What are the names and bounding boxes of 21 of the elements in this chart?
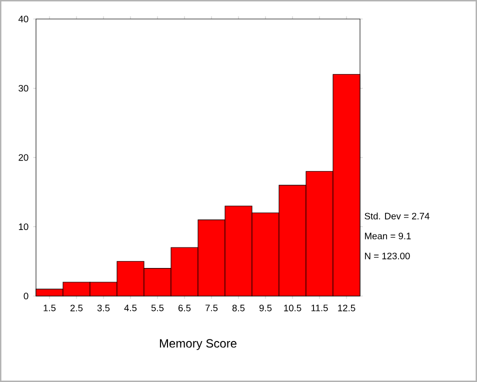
x-tick-label: 1.5 — [44, 304, 56, 312]
x-tick-label: 8.5 — [232, 304, 245, 312]
x-tick-label: 4.5 — [124, 304, 137, 312]
x-tick-label: 2.5 — [70, 304, 83, 312]
text: N = 123.00 — [365, 252, 410, 260]
y-tick-label: 0 — [24, 292, 28, 300]
y-tick-label: 10 — [18, 223, 28, 230]
x-tick-label: 5.5 — [151, 304, 164, 312]
x-tick-label: 6.5 — [178, 304, 191, 312]
x-tick-label: 3.5 — [97, 304, 110, 312]
x-tick-label: 12.5 — [338, 304, 356, 312]
y-tick-label: 20 — [18, 154, 28, 161]
y-tick-label: 40 — [18, 16, 28, 22]
x-axis-title: Memory Score — [160, 339, 236, 350]
x-tick-label: 11.5 — [311, 304, 328, 312]
x-tick-label: 10.5 — [284, 304, 302, 312]
text: Mean = 9.1 — [365, 232, 411, 240]
x-tick-label: 9.5 — [259, 304, 272, 312]
y-tick-label: 30 — [18, 84, 28, 92]
text: Std. Dev = 2.74 — [364, 212, 430, 220]
x-tick-label: 7.5 — [205, 304, 218, 312]
